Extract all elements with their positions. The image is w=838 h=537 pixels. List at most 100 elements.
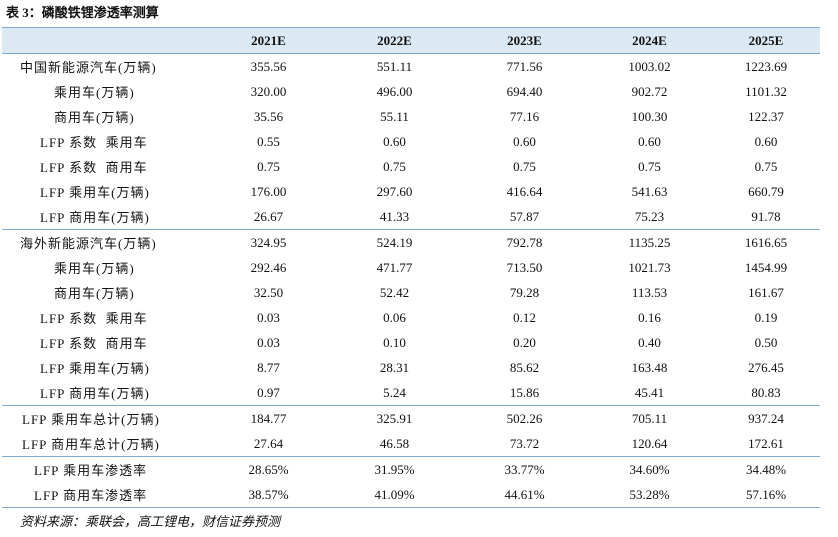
table-row: LFP 商用车总计(万辆) 27.64 46.58 73.72 120.64 172.61: [2, 431, 820, 457]
cell-value: 471.77: [376, 259, 413, 275]
table-row: LFP 商用车(万辆) 26.67 41.33 57.87 75.23 91.78: [2, 204, 820, 230]
cell-value: 0.60: [638, 133, 661, 149]
table-row: 商用车(万辆) 35.56 55.11 77.16 100.30 122.37: [2, 104, 820, 129]
cell-value: 26.67: [253, 208, 284, 224]
table-row: LFP 商用车(万辆) 0.97 5.24 15.86 45.41 80.83: [2, 380, 820, 406]
cell-value: 0.03: [257, 309, 280, 325]
cell-value: 0.60: [383, 133, 406, 149]
table-row: LFP 系数 乘用车 0.55 0.60 0.60 0.60 0.60: [2, 129, 820, 154]
cell-value: 176.00: [250, 183, 287, 199]
header-row: 2021E 2022E 2023E 2024E 2025E: [2, 27, 820, 54]
row-label: LFP 系数 乘用车: [40, 311, 148, 326]
cell-value: 1223.69: [744, 58, 788, 74]
cell-value: 416.64: [506, 183, 543, 199]
cell-value: 0.50: [754, 334, 778, 350]
cell-value: 276.45: [748, 359, 784, 375]
cell-value: 0.60: [513, 133, 536, 149]
row-label: LFP 系数 乘用车: [40, 135, 148, 150]
cell-value: 44.61%: [462, 482, 587, 508]
cell-value: 325.91: [327, 405, 462, 431]
cell-value: 0.75: [513, 158, 536, 174]
cell-value: 0.03: [257, 334, 280, 350]
cell-value: 122.37: [748, 108, 784, 124]
cell-value: 73.72: [509, 435, 540, 451]
column-header: 2021E: [210, 27, 327, 54]
cell-value: 120.64: [631, 435, 668, 451]
cell-value: 0.55: [257, 133, 280, 149]
cell-value: 502.26: [462, 405, 587, 431]
cell-value: 57.87: [509, 208, 540, 224]
table-row: 乘用车(万辆) 292.46 471.77 713.50 1021.73 1454.99: [2, 255, 820, 280]
row-label: 商用车(万辆): [54, 110, 135, 125]
cell-value: 713.50: [506, 259, 543, 275]
cell-value: 0.75: [257, 158, 280, 174]
cell-value: 705.11: [587, 405, 712, 431]
row-label: LFP 乘用车渗透率: [2, 456, 210, 482]
cell-value: 324.95: [210, 229, 327, 255]
table-row: LFP 系数 乘用车 0.03 0.06 0.12 0.16 0.19: [2, 305, 820, 330]
column-header: 2025E: [712, 27, 820, 54]
table-row: LFP 乘用车总计(万辆) 184.77 325.91 502.26 705.11 937…: [2, 405, 820, 431]
cell-value: 0.19: [754, 309, 778, 325]
row-label: LFP 商用车渗透率: [2, 482, 210, 508]
table-row: 乘用车(万辆) 320.00 496.00 694.40 902.72 1101.32: [2, 79, 820, 104]
cell-value: 1454.99: [744, 259, 788, 275]
cell-value: 33.77%: [462, 456, 587, 482]
table-row: 商用车(万辆) 32.50 52.42 79.28 113.53 161.67: [2, 280, 820, 305]
source-note: 资料来源：乘联会，高工锂电，财信证券预测: [20, 514, 281, 529]
cell-value: 55.11: [380, 108, 409, 124]
table-title: 表 3：磷酸铁锂渗透率测算: [6, 5, 159, 20]
corner-cell: [2, 27, 210, 54]
cell-value: 53.28%: [587, 482, 712, 508]
row-label: 乘用车(万辆): [54, 261, 135, 276]
table-row: 中国新能源汽车(万辆) 355.56 551.11 771.56 1003.02 1223…: [2, 54, 820, 80]
cell-value: 1021.73: [628, 259, 671, 275]
cell-value: 31.95%: [327, 456, 462, 482]
cell-value: 91.78: [751, 208, 781, 224]
cell-value: 8.77: [257, 359, 280, 375]
table-row: LFP 系数 商用车 0.03 0.10 0.20 0.40 0.50: [2, 330, 820, 355]
table-row: LFP 乘用车(万辆) 176.00 297.60 416.64 541.63 660.7…: [2, 179, 820, 204]
cell-value: 34.48%: [712, 456, 820, 482]
row-label: LFP 乘用车(万辆): [40, 185, 150, 200]
cell-value: 0.75: [383, 158, 406, 174]
row-label: LFP 商用车总计(万辆): [22, 437, 160, 452]
cell-value: 45.41: [634, 384, 665, 400]
cell-value: 85.62: [509, 359, 540, 375]
cell-value: 184.77: [210, 405, 327, 431]
cell-value: 771.56: [506, 58, 543, 74]
cell-value: 0.97: [257, 384, 280, 400]
cell-value: 28.31: [379, 359, 410, 375]
cell-value: 113.53: [631, 284, 668, 300]
cell-value: 541.63: [631, 183, 668, 199]
cell-value: 1101.32: [745, 83, 787, 99]
row-label: LFP 商用车(万辆): [40, 386, 150, 401]
cell-value: 77.16: [509, 108, 540, 124]
cell-value: 0.12: [513, 309, 536, 325]
cell-value: 161.67: [748, 284, 784, 300]
row-label: LFP 商用车(万辆): [40, 210, 150, 225]
cell-value: 163.48: [631, 359, 668, 375]
cell-value: 41.33: [379, 208, 410, 224]
cell-value: 15.86: [509, 384, 540, 400]
table-row: LFP 系数 商用车 0.75 0.75 0.75 0.75 0.75: [2, 154, 820, 179]
table-row: 海外新能源汽车(万辆) 324.95 524.19 792.78 1135.25 1616…: [2, 229, 820, 255]
cell-value: 355.56: [250, 58, 287, 74]
cell-value: 937.24: [712, 405, 820, 431]
cell-value: 172.61: [748, 435, 784, 451]
cell-value: 1616.65: [712, 229, 820, 255]
cell-value: 75.23: [634, 208, 665, 224]
row-label: 乘用车(万辆): [54, 85, 135, 100]
row-label: 中国新能源汽车(万辆): [20, 60, 157, 75]
cell-value: 496.00: [376, 83, 413, 99]
column-header: 2023E: [462, 27, 587, 54]
cell-value: 1135.25: [587, 229, 712, 255]
cell-value: 292.46: [250, 259, 287, 275]
table-row: LFP 乘用车渗透率 28.65% 31.95% 33.77% 34.60% 34.48%: [2, 456, 820, 482]
row-label: 商用车(万辆): [54, 286, 135, 301]
cell-value: 35.56: [253, 108, 284, 124]
cell-value: 694.40: [506, 83, 543, 99]
cell-value: 46.58: [379, 435, 410, 451]
row-label: LFP 系数 商用车: [40, 160, 148, 175]
